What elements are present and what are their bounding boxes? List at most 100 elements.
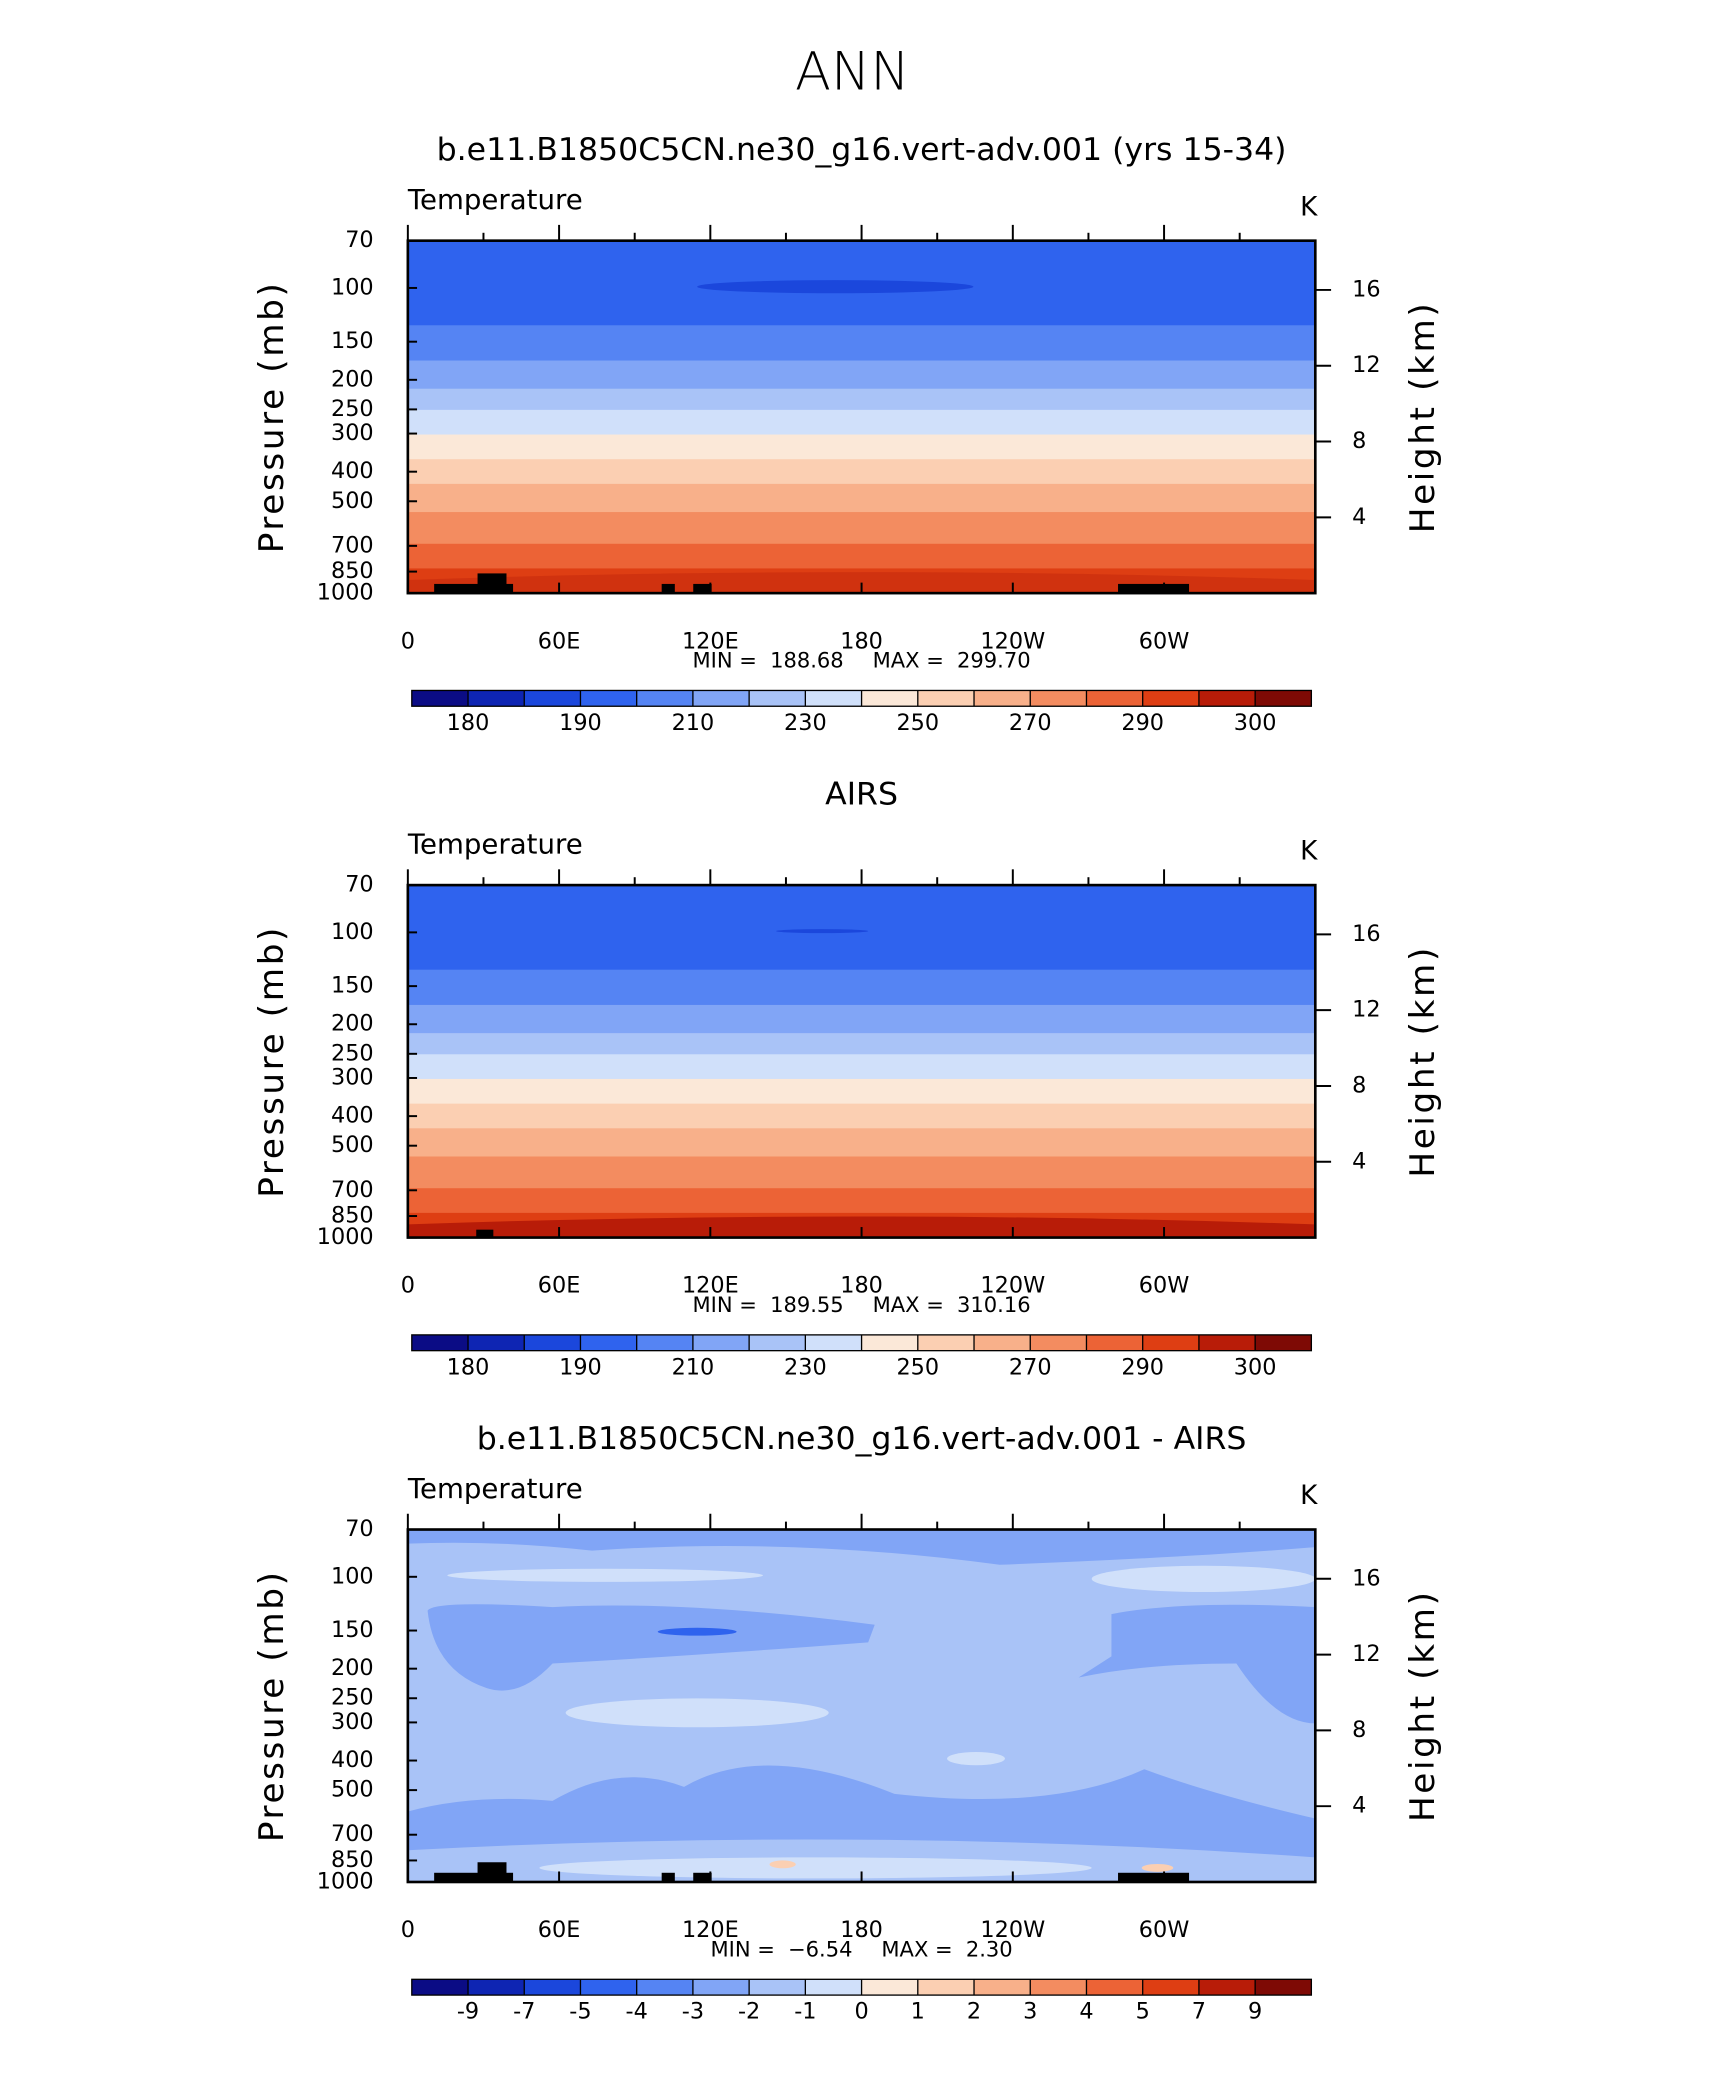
- y-tick-label: 100: [331, 1563, 374, 1589]
- contour-band: [407, 1033, 1316, 1055]
- contour-band: [427, 1604, 875, 1691]
- topography: [477, 573, 507, 594]
- y-tick-label: 850: [331, 1847, 374, 1873]
- colorbar-box: [1255, 690, 1312, 707]
- contour-band: [407, 459, 1316, 485]
- contour-band: [407, 1156, 1316, 1189]
- stat-value: 310.16: [957, 1292, 1031, 1317]
- colorbar-label: 300: [1234, 710, 1277, 736]
- colorbar-label: -7: [513, 1999, 535, 2025]
- stat-name: MIN =: [693, 648, 757, 673]
- colorbar-label: -9: [457, 1999, 479, 2025]
- y-tick-label: 300: [331, 1709, 374, 1735]
- colorbar-box: [580, 1334, 638, 1351]
- colorbar-box: [580, 690, 638, 707]
- contour-band: [1141, 1863, 1174, 1872]
- colorbar-box: [1198, 690, 1256, 707]
- y-tick-label: 1000: [317, 580, 374, 606]
- colorbar-box: [468, 1979, 525, 1996]
- colorbar-box: [749, 1334, 806, 1351]
- y2-tick-label: 12: [1352, 1641, 1380, 1667]
- x-tick-label: 60W: [1139, 1917, 1190, 1943]
- contour-band: [407, 1765, 1316, 1858]
- panel-title: AIRS: [825, 777, 898, 813]
- colorbar-box: [917, 1334, 975, 1351]
- x-tick-label: 60E: [538, 628, 581, 654]
- units-label: K: [1300, 192, 1318, 222]
- topography: [477, 1862, 507, 1882]
- y-tick-label: 100: [331, 919, 374, 945]
- y-axis-label: Pressure (mb): [252, 925, 292, 1198]
- colorbar-box: [749, 690, 806, 707]
- topography: [434, 583, 514, 594]
- contour-band: [407, 434, 1316, 460]
- y-tick-label: 70: [345, 227, 373, 253]
- y-tick-label: 250: [331, 1685, 374, 1711]
- colorbar-box: [917, 690, 975, 707]
- colorbar-box: [1255, 1979, 1312, 1996]
- y-axis-label: Pressure (mb): [252, 281, 292, 554]
- x-tick-label: 180: [840, 628, 883, 654]
- colorbar-label: 290: [1121, 710, 1164, 736]
- colorbar-label: 270: [1009, 1354, 1052, 1380]
- topography: [661, 1872, 675, 1882]
- colorbar-label: 270: [1009, 710, 1052, 736]
- x-tick-label: 120W: [980, 628, 1045, 654]
- colorbar-box: [974, 1979, 1031, 1996]
- colorbar-label: 1: [911, 1999, 925, 2025]
- colorbar-box: [636, 1979, 694, 1996]
- stat-value: 299.70: [957, 648, 1031, 673]
- x-tick-label: 120W: [980, 1917, 1045, 1943]
- contour-band: [657, 1627, 737, 1636]
- contour-band: [407, 1078, 1316, 1105]
- y-tick-label: 1000: [317, 1224, 374, 1250]
- x-tick-label: 120E: [682, 1917, 739, 1943]
- y-tick-label: 250: [331, 396, 374, 422]
- colorbar-box: [468, 1334, 525, 1351]
- y2-tick-label: 4: [1352, 1793, 1366, 1819]
- y-tick-label: 400: [331, 458, 374, 484]
- colorbar-box: [411, 690, 469, 707]
- y2-tick-label: 16: [1352, 276, 1380, 302]
- stat-name: MIN =: [710, 1936, 774, 1961]
- colorbar-label: -2: [738, 1999, 760, 2025]
- variable-label: Temperature: [407, 183, 583, 216]
- contour-band: [407, 409, 1316, 436]
- contour-band: [407, 1004, 1316, 1034]
- colorbar-label: 190: [559, 1354, 602, 1380]
- colorbar-box: [1086, 690, 1144, 707]
- colorbar-box: [805, 1334, 862, 1351]
- y-tick-label: 700: [331, 1821, 374, 1847]
- y2-tick-label: 12: [1352, 997, 1380, 1023]
- colorbar-label: -1: [794, 1999, 816, 2025]
- colorbar-label: 210: [672, 1354, 715, 1380]
- colorbar-box: [1142, 1334, 1200, 1351]
- colorbar-label: 5: [1136, 1999, 1150, 2025]
- stat-name: MAX =: [881, 1936, 952, 1961]
- x-tick-label: 60W: [1139, 1273, 1190, 1299]
- colorbar-box: [1142, 690, 1200, 707]
- colorbar-box: [411, 1334, 469, 1351]
- colorbar-box: [1086, 1334, 1144, 1351]
- variable-label: Temperature: [407, 828, 583, 861]
- y-tick-label: 850: [331, 1203, 374, 1229]
- colorbar-label: -4: [626, 1999, 648, 2025]
- stats: MIN = 189.55 MAX = 310.16: [693, 1292, 1031, 1317]
- colorbar-label: 2: [967, 1999, 981, 2025]
- x-tick-label: 60W: [1139, 628, 1190, 654]
- colorbar-box: [636, 1334, 694, 1351]
- y-tick-label: 500: [331, 1132, 374, 1158]
- x-tick-label: 120E: [682, 1273, 739, 1299]
- contour-band: [407, 1128, 1316, 1158]
- stats: MIN = −6.54 MAX = 2.30: [710, 1936, 1012, 1961]
- colorbar-box: [1030, 690, 1087, 707]
- colorbar-label: 210: [672, 710, 715, 736]
- topography: [661, 583, 675, 594]
- contour-band: [407, 1188, 1316, 1214]
- topography: [434, 1872, 514, 1882]
- y-tick-label: 300: [331, 1064, 374, 1090]
- y-tick-label: 400: [331, 1747, 374, 1773]
- colorbar-box: [1086, 1979, 1144, 1996]
- x-tick-label: 60E: [538, 1917, 581, 1943]
